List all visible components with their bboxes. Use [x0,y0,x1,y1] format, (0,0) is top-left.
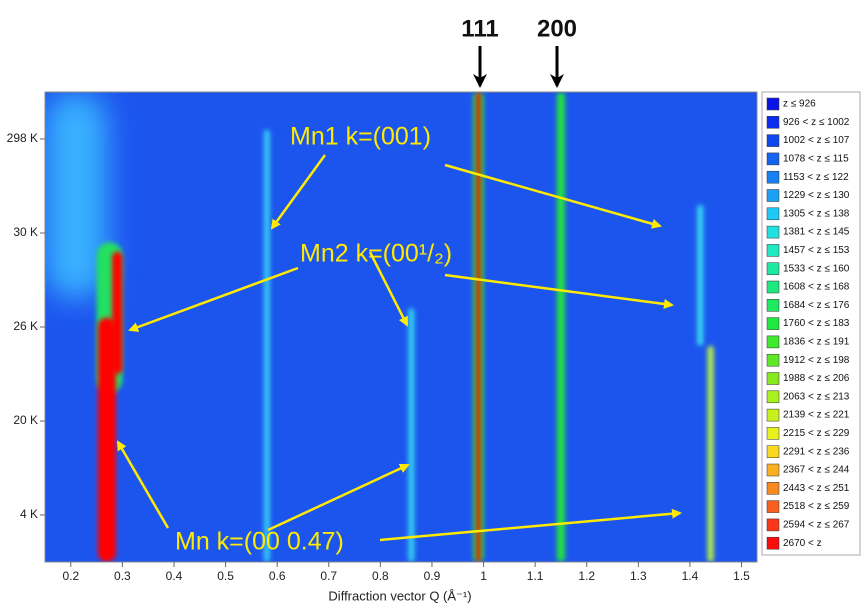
x-tick-label: 1.1 [527,569,544,583]
annotation-arrows [116,154,682,542]
x-tick-label: 1.4 [682,569,699,583]
legend-label: z ≤ 926 [783,99,816,110]
legend-swatch [766,536,780,550]
legend-swatch [766,372,780,385]
y-tick-label: 298 K [7,131,38,145]
legend-label: 1153 < z ≤ 122 [783,172,849,183]
legend-swatch [766,170,780,184]
legend-label: 926 < z ≤ 1002 [783,117,850,128]
legend-swatch [766,317,780,330]
x-tick-label: 0.8 [372,569,389,583]
x-tick-label: 1.5 [733,569,750,583]
legend-label: 2518 < z ≤ 259 [783,501,850,512]
y-tick-label: 4 K [20,507,38,521]
intensity-band [263,129,270,562]
legend-swatch [766,97,780,111]
x-tick-label: 1 [480,569,487,583]
axes: 0.2 0.3 0.4 0.5 0.6 0.7 0.8 0.9 1 1.1 1.2 1.3 1.4 1.5… [7,131,751,583]
arrow [379,508,682,542]
legend-swatch [766,518,780,532]
arrow [444,163,662,229]
legend-swatch [766,225,780,239]
x-tick-label: 1.3 [630,569,647,583]
arrow [116,440,170,529]
annotation: Mn2 k=(00¹/₂) [300,240,452,268]
legend-label: 2594 < z ≤ 267 [783,520,850,531]
legend-swatch [766,207,780,221]
x-tick-label: 0.7 [320,569,337,583]
legend-swatch [766,390,780,404]
arrow [368,251,409,327]
legend-label: 1002 < z ≤ 107 [783,135,850,146]
arrow [128,266,299,332]
y-tick-label: 30 K [13,225,38,239]
legend-label: 1608 < z ≤ 168 [783,282,850,293]
legend-swatch [766,152,780,166]
legend-swatch [766,445,780,458]
legend-label: 1988 < z ≤ 206 [783,373,850,384]
legend-swatch [766,463,780,477]
legend-label: 2367 < z ≤ 244 [783,465,850,476]
arrow [270,154,327,230]
arrow [444,273,674,309]
legend: z ≤ 926 926 < z ≤ 1002 1002 < z ≤ 107 1078 … [766,97,850,550]
legend-label: 1457 < z ≤ 153 [783,245,850,256]
legend-swatch [766,299,780,312]
legend-swatch [766,189,780,202]
intensity-band [476,92,481,562]
arrow [267,463,410,532]
legend-swatch [766,500,780,513]
heatmap [45,92,714,562]
legend-label: 1305 < z ≤ 138 [783,208,850,219]
peak-label: 111 [461,15,498,42]
legend-swatch [766,262,780,275]
y-tick-label: 20 K [13,413,38,427]
legend-swatch [766,280,780,294]
legend-swatch [766,482,780,495]
legend-swatch [766,408,780,422]
legend-swatch [766,353,780,367]
y-tick-label: 26 K [13,319,38,333]
x-tick-label: 0.3 [114,569,131,583]
annotation: Mn1 k=(001) [290,123,431,151]
legend-label: 1684 < z ≤ 176 [783,300,850,311]
legend-label: 1078 < z ≤ 115 [783,154,849,165]
x-tick-label: 0.2 [62,569,79,583]
x-tick-label: 0.4 [166,569,183,583]
legend-swatch [766,427,780,440]
legend-label: 2063 < z ≤ 213 [783,391,850,402]
legend-label: 1912 < z ≤ 198 [783,355,850,366]
legend-swatch [766,335,780,349]
intensity-band [45,92,107,299]
x-tick-label: 1.2 [578,569,595,583]
legend-label: 1229 < z ≤ 130 [783,190,850,201]
intensity-band [697,204,704,346]
legend-swatch [766,134,780,147]
intensity-band [112,251,123,374]
x-tick-label: 0.5 [217,569,234,583]
legend-label: 2215 < z ≤ 229 [783,428,850,439]
legend-label: 2139 < z ≤ 221 [783,410,850,421]
x-tick-label: 0.6 [269,569,286,583]
legend-label: 2670 < z [783,538,822,549]
legend-swatch [766,244,780,257]
legend-swatch [766,116,780,129]
legend-label: 1381 < z ≤ 145 [783,227,850,238]
legend-label: 2291 < z ≤ 236 [783,446,850,457]
legend-label: 1760 < z ≤ 183 [783,318,850,329]
peak-label: 200 [537,15,577,42]
intensity-band [97,317,116,562]
intensity-band [707,345,714,562]
intensity-band [556,92,566,562]
x-axis-label: Diffraction vector Q (Å⁻¹) [328,588,471,603]
legend-label: 1533 < z ≤ 160 [783,263,850,274]
annotation: Mn k=(00 0.47) [175,528,344,556]
x-tick-label: 0.9 [424,569,441,583]
legend-label: 1836 < z ≤ 191 [783,337,850,348]
intensity-band [408,308,415,562]
legend-label: 2443 < z ≤ 251 [783,483,850,494]
plot-background [45,92,757,562]
